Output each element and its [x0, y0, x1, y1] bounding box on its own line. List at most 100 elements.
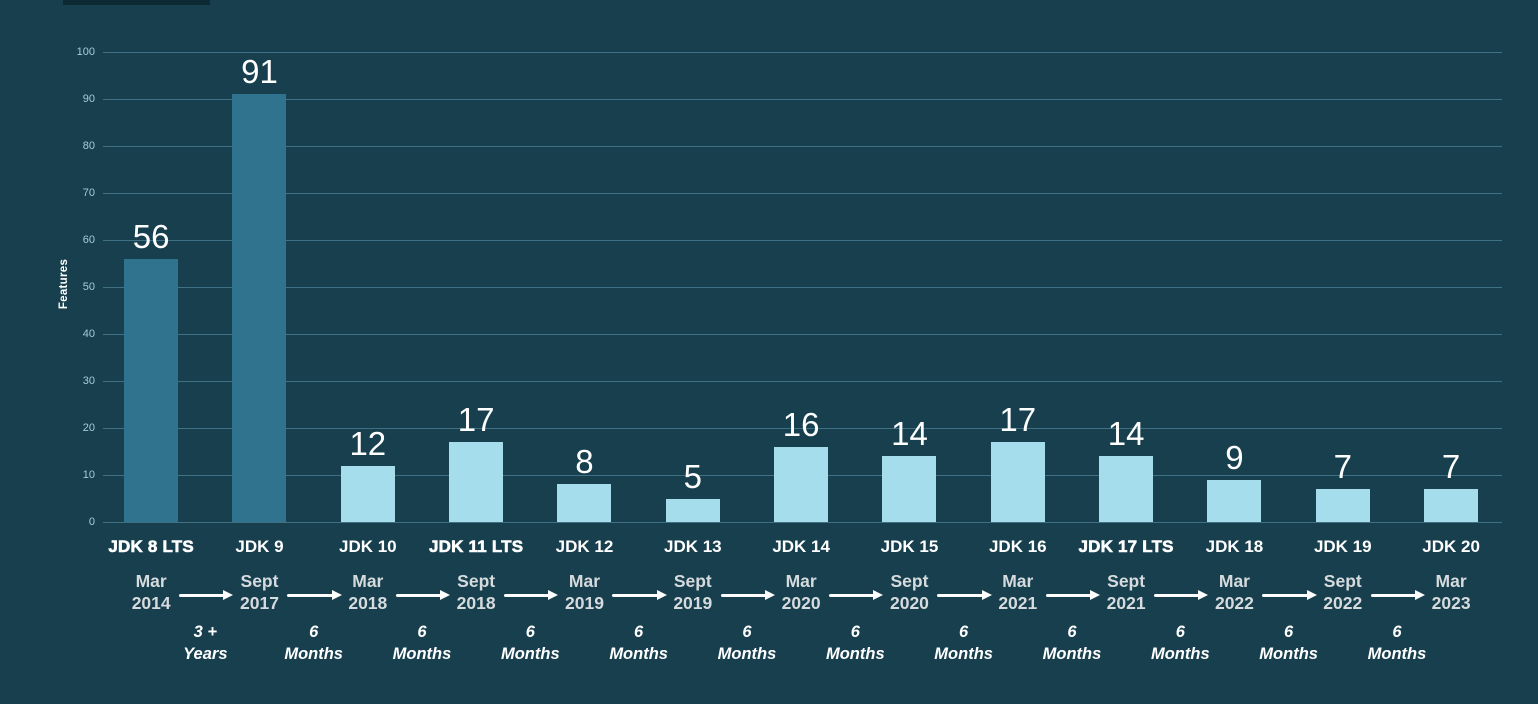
bar: [340, 465, 395, 522]
interval-duration: 6: [1392, 623, 1402, 641]
bar-column: 9: [1180, 0, 1288, 522]
interval-label: 6 Months: [1151, 621, 1210, 665]
interval-unit: Months: [1150, 645, 1210, 663]
release-year: 2022: [1214, 592, 1254, 613]
arrow-line: [1045, 594, 1094, 597]
arrow-line: [395, 594, 444, 597]
bar: [232, 94, 287, 522]
arrow-line: [1370, 594, 1419, 597]
release-date: Mar 2023: [1397, 571, 1505, 614]
arrow-line: [1154, 594, 1202, 597]
bar-value-label: 14: [891, 415, 928, 453]
bar: [1207, 479, 1262, 522]
interval-duration: 6: [417, 623, 427, 641]
category-label: JDK 8 LTS: [108, 537, 194, 557]
gridline: [103, 287, 1502, 288]
category-label: JDK 19: [1313, 537, 1372, 556]
interval-label: 6 Months: [934, 621, 993, 665]
release-date: Mar 2019: [530, 571, 638, 614]
release-month: Mar: [568, 571, 601, 591]
release-month: Sept: [673, 571, 712, 591]
bar-column: 8: [530, 0, 638, 522]
release-year: 2023: [1431, 592, 1471, 613]
bar-value-label: 16: [782, 405, 820, 443]
release-month: Mar: [1218, 571, 1250, 591]
release-month: Sept: [890, 571, 929, 591]
y-tick-label: 30: [82, 375, 95, 387]
timeline-arrow: [829, 590, 884, 601]
release-date: Mar 2021: [964, 571, 1072, 614]
bar-value-label: 17: [457, 401, 495, 439]
category-label: JDK 18: [1205, 537, 1264, 556]
category-label: JDK 16: [988, 537, 1047, 556]
interval-label: 3 + Years: [183, 621, 227, 665]
interval-duration: 6: [634, 623, 644, 641]
arrow-head: [1306, 590, 1317, 600]
bar: [449, 442, 504, 522]
arrow-line: [612, 594, 660, 597]
interval-duration: 6: [1284, 623, 1294, 641]
category-label: JDK 13: [663, 537, 722, 556]
release-date: Mar 2022: [1180, 571, 1288, 614]
arrow-head: [981, 590, 992, 600]
release-month: Mar: [1002, 571, 1034, 591]
category-axis: JDK 8 LTS JDK 9 JDK 10 JDK 11 LTS JDK 12 JDK …: [97, 537, 1506, 557]
bar-column: 16: [747, 0, 855, 522]
bar-column: 14: [1072, 0, 1180, 522]
release-month: Mar: [785, 571, 817, 591]
timeline-arrow: [1045, 590, 1101, 601]
release-month: Sept: [240, 571, 279, 591]
bar-value-label: 9: [1225, 438, 1244, 476]
release-date: Sept 2019: [639, 571, 747, 614]
interval-duration: 6: [959, 623, 969, 641]
timeline-arrow: [612, 590, 667, 601]
timeline-arrow: [504, 590, 559, 601]
y-tick-label: 60: [82, 234, 95, 246]
release-date: Sept 2021: [1072, 571, 1180, 614]
interval-label: 6 Months: [284, 621, 343, 665]
bar: [882, 456, 937, 522]
interval-label: 6 Months: [501, 621, 560, 665]
bar-value-label: 14: [1107, 415, 1145, 453]
release-date: Mar 2020: [747, 571, 855, 614]
arrow-head: [331, 590, 342, 600]
release-year: 2014: [131, 592, 171, 613]
arrow-head: [873, 590, 884, 600]
y-tick-label: 20: [82, 422, 95, 434]
interval-unit: Months: [609, 645, 668, 663]
release-date-row: Mar 2014 Sept 2017 Mar 2018 Sept 2018 Mar 2019 Sep…: [97, 571, 1506, 614]
interval-label: 6 Months: [826, 621, 885, 665]
gridline: [103, 428, 1502, 429]
y-tick-label: 100: [76, 46, 95, 58]
timeline-arrow: [395, 590, 451, 601]
timeline-arrow: [720, 590, 776, 601]
interval-unit: Months: [1259, 645, 1318, 663]
y-tick-label: 50: [82, 281, 95, 293]
release-month: Sept: [1323, 571, 1362, 591]
interval-unit: Years: [183, 645, 228, 663]
bar: [774, 446, 829, 522]
release-year: 2022: [1323, 592, 1363, 613]
release-date: Sept 2020: [855, 571, 963, 614]
interval-unit: Months: [1367, 645, 1427, 663]
bar: [1315, 489, 1370, 522]
interval-unit: Months: [284, 645, 343, 663]
release-month: Mar: [352, 571, 384, 591]
bar-column: 14: [855, 0, 963, 522]
interval-duration: 6: [309, 623, 319, 641]
interval-unit: Months: [392, 645, 452, 663]
interval-label: 6 Months: [393, 621, 452, 665]
release-date: Sept 2022: [1289, 571, 1397, 614]
release-date: Mar 2014: [97, 571, 205, 614]
gridline: [103, 240, 1502, 241]
arrow-head: [1198, 590, 1209, 600]
category-label: JDK 11 LTS: [429, 537, 524, 557]
timeline-arrow: [937, 590, 992, 601]
bar-column: 17: [422, 0, 530, 522]
interval-label: 6 Months: [609, 621, 668, 665]
release-year: 2020: [781, 592, 821, 613]
release-month: Mar: [1435, 571, 1467, 591]
gridline: [103, 193, 1502, 194]
interval-unit: Months: [825, 645, 885, 663]
bar-value-label: 91: [241, 53, 278, 91]
